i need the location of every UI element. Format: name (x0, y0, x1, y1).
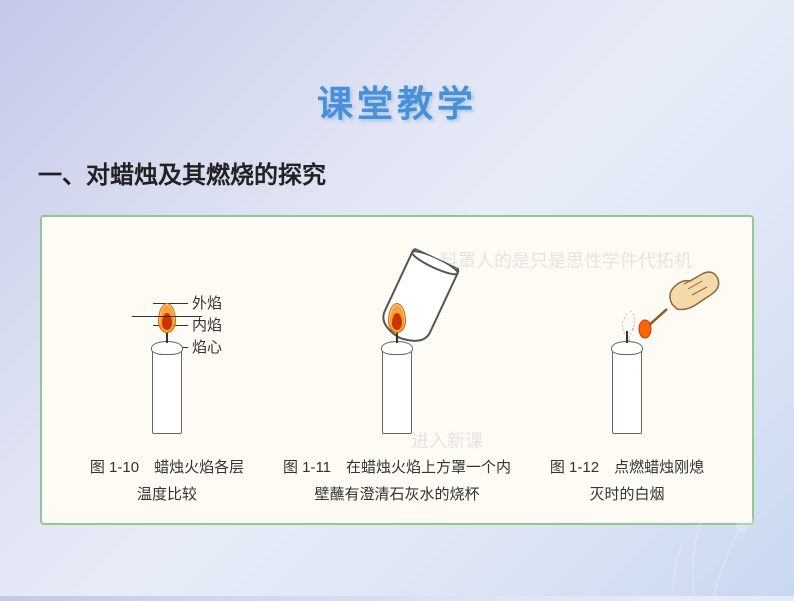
caption-2: 图 1-11 在蜡烛火焰上方罩一个内 壁蘸有澄清石灰水的烧杯 (283, 454, 511, 508)
beaker-icon (367, 243, 468, 354)
wick-icon (626, 331, 628, 343)
illustration-beaker (282, 234, 512, 444)
caption-1: 图 1-10 蜡烛火焰各层 温度比较 (90, 454, 244, 508)
candle-icon (612, 344, 642, 434)
candle-icon (382, 344, 412, 434)
subtitle-text: 一、对蜡烛及其燃烧的探究 (38, 162, 326, 189)
label-outer-flame: 外焰 (192, 292, 222, 313)
illustration-smoke (512, 234, 742, 444)
floral-decoration-icon (594, 446, 794, 596)
flame-icon (388, 303, 406, 333)
illustration-flame-layers: 外焰 内焰 焰心 (52, 234, 282, 444)
title-text: 课堂教学 (317, 83, 477, 124)
caption-1-line2: 温度比较 (90, 481, 244, 508)
caption-2-line1: 图 1-11 在蜡烛火焰上方罩一个内 (283, 454, 511, 481)
cross-line-icon (132, 316, 202, 317)
candle-icon (152, 344, 182, 434)
page-title: 课堂教学 (0, 0, 794, 127)
label-inner-flame: 内焰 (192, 314, 222, 335)
panel-2: 图 1-11 在蜡烛火焰上方罩一个内 壁蘸有澄清石灰水的烧杯 (282, 234, 512, 508)
panel-1: 外焰 内焰 焰心 图 1-10 蜡烛火焰各层 温度比较 (52, 234, 282, 508)
caption-1-line1: 图 1-10 蜡烛火焰各层 (90, 454, 244, 481)
flame-icon (158, 303, 176, 333)
caption-2-line2: 壁蘸有澄清石灰水的烧杯 (283, 481, 511, 508)
label-flame-core: 焰心 (192, 336, 222, 357)
section-heading: 一、对蜡烛及其燃烧的探究 (0, 127, 794, 190)
